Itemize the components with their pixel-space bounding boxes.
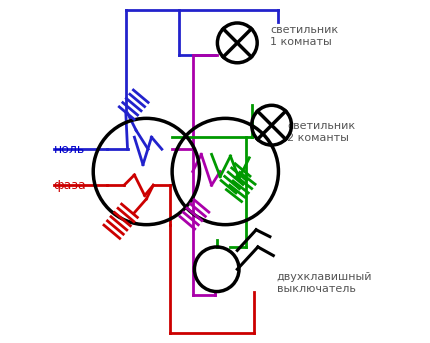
Text: фаза: фаза	[54, 179, 86, 192]
Text: ноль: ноль	[54, 143, 85, 156]
Text: двухклавишный
выключатель: двухклавишный выключатель	[277, 272, 372, 294]
Text: светильник
2 команты: светильник 2 команты	[287, 121, 355, 143]
Text: светильник
1 комнаты: светильник 1 комнаты	[270, 25, 338, 47]
